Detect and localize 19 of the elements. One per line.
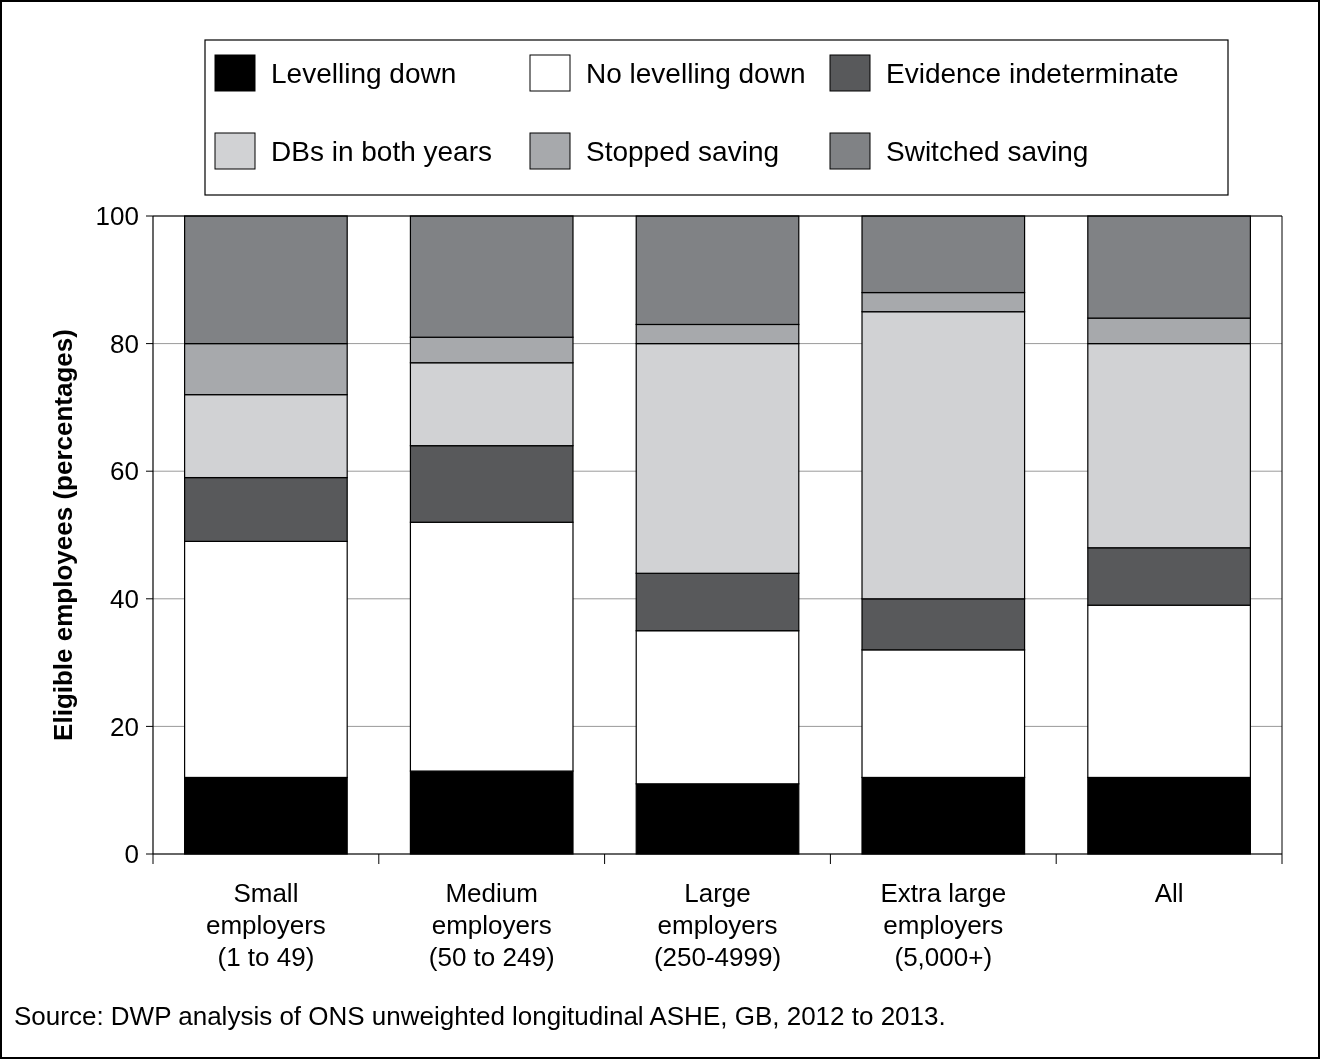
x-tick-label: Small employers (1 to 49) bbox=[205, 878, 326, 972]
legend-label: Evidence indeterminate bbox=[886, 57, 1179, 89]
legend-label: No levelling down bbox=[586, 57, 806, 89]
legend-label: Levelling down bbox=[271, 57, 457, 89]
y-tick-label: 60 bbox=[110, 456, 139, 487]
y-tick-label: 20 bbox=[110, 711, 139, 742]
source-note: Source: DWP analysis of ONS unweighted longitudinal ASHE, GB, 2012 to 2013. bbox=[14, 1001, 946, 1031]
x-tick-label: All bbox=[1154, 878, 1184, 908]
legend-label: Stopped saving bbox=[586, 135, 780, 167]
legend-label: Switched saving bbox=[886, 135, 1089, 167]
x-tick-label: Medium employers (50 to 249) bbox=[428, 878, 555, 972]
y-tick-label: 0 bbox=[124, 839, 139, 870]
y-axis-title: Eligible employees (percentages) bbox=[48, 329, 78, 741]
y-tick-label: 40 bbox=[110, 583, 139, 614]
x-tick-label: Large employers (250-4999) bbox=[653, 878, 782, 972]
x-tick-label: Extra large employers (5,000+) bbox=[880, 878, 1007, 972]
y-tick-label: 80 bbox=[110, 328, 139, 359]
y-tick-label: 100 bbox=[95, 201, 139, 232]
legend-label: DBs in both years bbox=[271, 135, 492, 167]
